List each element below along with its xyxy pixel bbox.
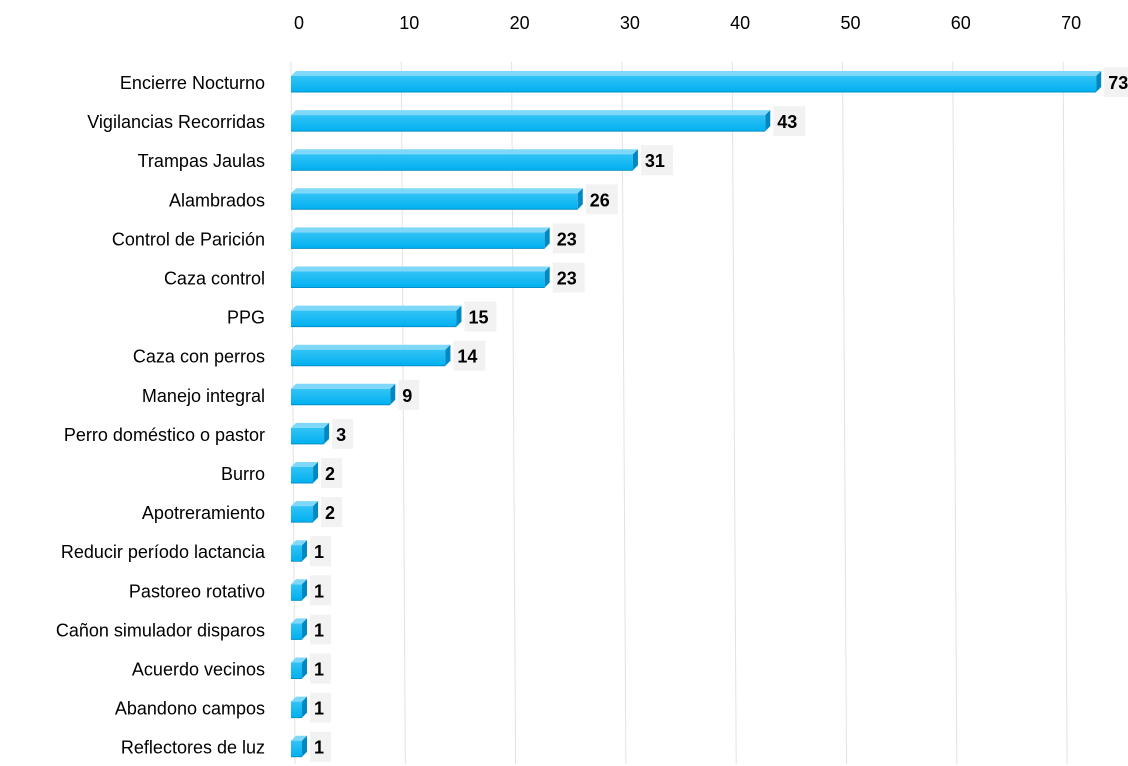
data-label-box xyxy=(310,692,332,723)
data-label: 9 xyxy=(402,386,412,406)
bar xyxy=(291,227,550,249)
x-tick-label: 0 xyxy=(294,13,304,33)
bar xyxy=(291,149,638,171)
category-label: Trampas Jaulas xyxy=(138,151,265,171)
x-tick-label: 30 xyxy=(620,13,640,33)
category-label: Apotreramiento xyxy=(142,503,265,523)
bar xyxy=(291,618,308,640)
data-label-box xyxy=(464,301,497,332)
x-tick-label: 10 xyxy=(399,13,419,33)
data-label: 3 xyxy=(336,425,346,445)
bar xyxy=(291,383,396,406)
category-label: Abandono campos xyxy=(115,699,265,719)
bar xyxy=(291,579,308,601)
data-label-box xyxy=(585,184,618,215)
data-label-box xyxy=(1104,67,1128,97)
data-label-box xyxy=(310,575,332,606)
data-label-box xyxy=(552,223,585,254)
data-label-box xyxy=(310,731,332,762)
data-label: 26 xyxy=(590,190,610,210)
data-label: 31 xyxy=(645,151,665,171)
gridline-20 xyxy=(511,61,517,765)
data-label-box xyxy=(310,536,332,567)
gridline-40 xyxy=(731,61,737,765)
data-label-box xyxy=(453,340,486,371)
x-tick-label: 50 xyxy=(840,13,860,33)
bar xyxy=(291,501,319,523)
bar xyxy=(291,71,1102,93)
gridline-70 xyxy=(1062,61,1068,765)
bar xyxy=(291,540,308,562)
bar xyxy=(291,696,308,719)
category-label: Caza con perros xyxy=(133,347,265,367)
x-tick-label: 60 xyxy=(951,13,971,33)
bar xyxy=(291,305,462,328)
category-label: Burro xyxy=(221,464,265,484)
category-label: Manejo integral xyxy=(142,386,265,406)
data-label: 14 xyxy=(457,347,477,367)
category-label: Cañon simulador disparos xyxy=(56,620,265,640)
gridlines xyxy=(290,61,1068,765)
x-axis-ticks: 0 10 20 30 40 50 60 70 xyxy=(294,13,1081,33)
bars xyxy=(291,71,1102,758)
data-label: 23 xyxy=(557,269,577,289)
data-label: 1 xyxy=(314,699,324,719)
category-label: Reducir período lactancia xyxy=(61,542,266,562)
gridline-60 xyxy=(952,61,958,765)
bar xyxy=(291,110,771,132)
category-label: Vigilancias Recorridas xyxy=(87,112,265,132)
bar xyxy=(291,188,583,210)
category-label: PPG xyxy=(227,308,265,328)
data-label-box xyxy=(321,497,343,528)
category-labels: Encierre Nocturno Vigilancias Recorridas T… xyxy=(56,73,266,758)
data-label-box xyxy=(552,262,585,293)
category-label: Caza control xyxy=(164,269,265,289)
category-label: Reflectores de luz xyxy=(121,738,265,758)
data-label: 43 xyxy=(777,112,797,132)
data-label-box xyxy=(332,418,354,449)
data-label-box xyxy=(310,614,332,645)
data-label: 1 xyxy=(314,581,324,601)
x-tick-label: 70 xyxy=(1061,13,1081,33)
x-tick-label: 20 xyxy=(510,13,530,33)
data-label: 2 xyxy=(325,464,335,484)
data-label-box xyxy=(640,145,673,176)
category-label: Control de Parición xyxy=(112,229,265,249)
data-label: 23 xyxy=(557,229,577,249)
bar xyxy=(291,266,550,288)
category-label: Encierre Nocturno xyxy=(120,73,265,93)
data-label-box xyxy=(321,458,343,488)
data-label-box xyxy=(398,379,420,410)
data-label: 1 xyxy=(314,660,324,680)
gridline-50 xyxy=(842,61,847,765)
gridline-10 xyxy=(400,61,406,765)
bar xyxy=(291,735,308,758)
gridline-30 xyxy=(621,61,627,765)
data-label: 73 xyxy=(1108,73,1128,93)
data-label: 1 xyxy=(314,738,324,758)
category-label: Perro doméstico o pastor xyxy=(64,425,265,445)
data-label: 1 xyxy=(314,542,324,562)
bar xyxy=(291,422,330,445)
bar xyxy=(291,344,451,367)
x-tick-label: 40 xyxy=(730,13,750,33)
data-label-box xyxy=(773,106,806,137)
bar xyxy=(291,462,319,484)
data-label: 1 xyxy=(314,620,324,640)
gridline-0 xyxy=(290,61,296,765)
data-label-box xyxy=(310,653,332,684)
category-label: Pastoreo rotativo xyxy=(129,581,265,601)
category-label: Alambrados xyxy=(169,190,265,210)
data-label: 2 xyxy=(325,503,335,523)
data-label: 15 xyxy=(468,308,488,328)
category-label: Acuerdo vecinos xyxy=(132,660,265,680)
bar xyxy=(291,657,308,679)
